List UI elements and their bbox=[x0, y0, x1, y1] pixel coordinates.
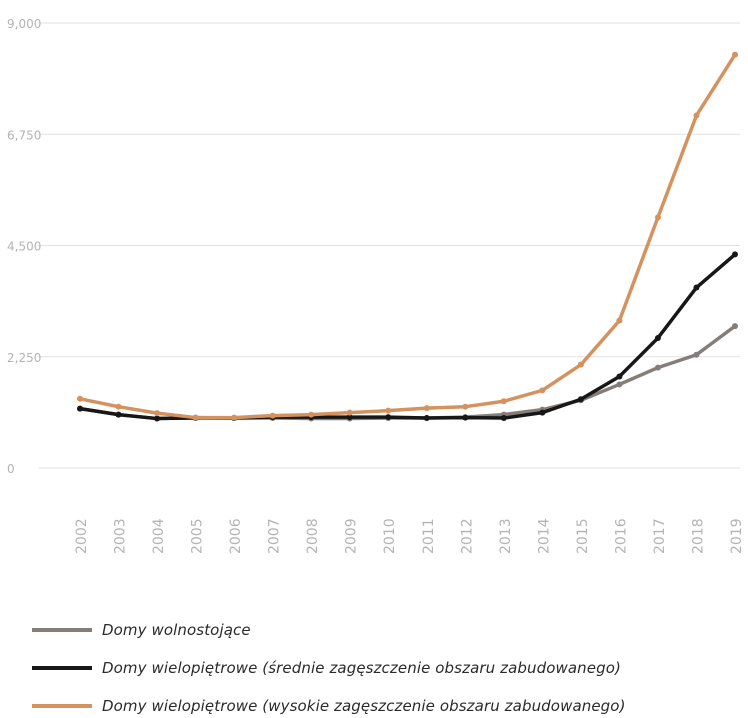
x-tick-label: 2013 bbox=[498, 518, 514, 554]
legend-label-wielopietrowe-srednie: Domy wielopiętrowe (średnie zagęszczenie… bbox=[102, 659, 621, 677]
x-tick-label: 2004 bbox=[151, 518, 167, 554]
data-point bbox=[693, 284, 700, 291]
data-point bbox=[539, 409, 546, 416]
x-tick-label: 2002 bbox=[74, 518, 90, 554]
x-tick-label: 2019 bbox=[729, 518, 745, 554]
data-point bbox=[732, 51, 738, 58]
data-point bbox=[732, 323, 738, 330]
x-tick-label: 2006 bbox=[228, 518, 244, 554]
data-point bbox=[500, 398, 507, 405]
series-0 bbox=[77, 323, 738, 422]
x-tick-label: 2017 bbox=[652, 518, 668, 554]
data-point bbox=[154, 410, 161, 417]
data-point bbox=[654, 334, 661, 341]
x-tick-label: 2015 bbox=[575, 518, 591, 554]
data-point bbox=[462, 414, 469, 421]
series-line bbox=[78, 52, 737, 420]
x-tick-label: 2005 bbox=[190, 518, 206, 554]
x-tick-label: 2018 bbox=[690, 518, 706, 554]
legend-label-wielopietrowe-wysokie: Domy wielopiętrowe (wysokie zagęszczenie… bbox=[102, 697, 626, 715]
legend-swatch-domy-wolnostojace bbox=[32, 628, 92, 632]
legend-swatch-wielopietrowe-wysokie bbox=[32, 704, 92, 708]
data-point bbox=[539, 387, 546, 394]
data-point bbox=[192, 414, 199, 421]
data-point bbox=[577, 396, 584, 403]
series-line bbox=[78, 324, 737, 421]
legend-item-wielopietrowe-srednie: Domy wielopiętrowe (średnie zagęszczenie… bbox=[32, 658, 621, 678]
data-point bbox=[462, 403, 469, 410]
line-chart: 0 2,250 4,500 6,750 9,000 2002 2003 2004 2005 20… bbox=[7, 17, 745, 554]
y-tick-label: 9,000 bbox=[7, 17, 41, 31]
legend-swatch-wielopietrowe-srednie bbox=[32, 666, 92, 670]
data-point bbox=[423, 405, 430, 412]
data-point bbox=[654, 364, 661, 371]
data-point bbox=[346, 409, 353, 416]
data-point bbox=[269, 412, 276, 419]
x-tick-label: 2011 bbox=[421, 518, 437, 554]
data-point bbox=[385, 407, 392, 414]
data-point bbox=[616, 381, 623, 388]
data-point bbox=[577, 361, 584, 368]
x-tick-label: 2010 bbox=[382, 518, 398, 554]
data-point bbox=[423, 415, 430, 422]
data-point bbox=[500, 415, 507, 422]
data-point bbox=[693, 112, 700, 119]
legend-label-domy-wolnostojace: Domy wolnostojące bbox=[102, 621, 251, 639]
y-tick-label: 4,500 bbox=[7, 240, 41, 254]
data-point bbox=[77, 395, 83, 402]
x-tick-label: 2009 bbox=[344, 518, 360, 554]
data-point bbox=[654, 214, 661, 221]
x-tick-label: 2008 bbox=[305, 518, 321, 554]
series-2 bbox=[77, 51, 738, 421]
data-point bbox=[231, 414, 238, 421]
x-tick-label: 2003 bbox=[113, 518, 129, 554]
data-point bbox=[616, 373, 623, 380]
y-tick-label: 0 bbox=[7, 462, 15, 476]
x-tick-label: 2012 bbox=[459, 518, 475, 554]
data-point bbox=[115, 411, 122, 418]
x-tick-label: 2016 bbox=[613, 518, 629, 554]
data-point bbox=[154, 415, 161, 422]
y-tick-label: 2,250 bbox=[7, 351, 41, 365]
x-tick-label: 2014 bbox=[536, 518, 552, 554]
data-point bbox=[346, 414, 353, 421]
data-point bbox=[308, 411, 315, 418]
series-1 bbox=[77, 251, 738, 422]
data-point bbox=[115, 403, 122, 410]
data-point bbox=[693, 351, 700, 358]
data-point bbox=[616, 317, 623, 324]
data-point bbox=[77, 405, 83, 412]
y-tick-label: 6,750 bbox=[7, 128, 41, 142]
data-point bbox=[385, 414, 392, 421]
legend-item-wielopietrowe-wysokie: Domy wielopiętrowe (wysokie zagęszczenie… bbox=[32, 696, 626, 716]
legend-item-domy-wolnostojace: Domy wolnostojące bbox=[32, 620, 251, 640]
x-tick-label: 2007 bbox=[267, 518, 283, 554]
data-point bbox=[732, 251, 738, 258]
